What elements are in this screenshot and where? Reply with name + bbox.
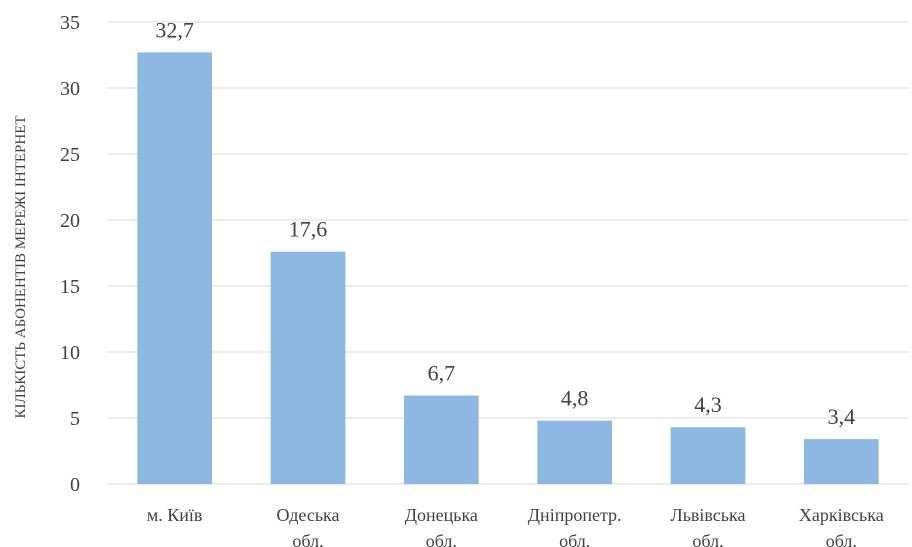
- data-label: 17,6: [289, 217, 328, 242]
- bar: [404, 395, 479, 484]
- y-tick-label: 0: [70, 474, 80, 496]
- data-label: 4,3: [694, 392, 722, 417]
- data-labels: 32,7 17,6 6,7 4,8 4,3 3,4: [155, 17, 855, 429]
- y-tick-label: 5: [70, 408, 80, 430]
- x-category-label: Дніпропетр.: [528, 505, 622, 525]
- x-axis-categories: м. Київ Одеська обл. Донецька обл. Дніпропетр…: [147, 505, 884, 547]
- x-category-label: Донецька: [405, 505, 478, 525]
- x-category-label: обл.: [826, 531, 857, 547]
- data-label: 3,4: [828, 404, 856, 429]
- x-category-label: Одеська: [276, 505, 339, 525]
- x-category-label: Львівська: [671, 505, 746, 525]
- x-category-label: Харківська: [799, 505, 884, 525]
- bar: [670, 427, 746, 484]
- y-axis-ticks: 0 5 10 15 20 25 30 35: [60, 12, 80, 496]
- data-label: 4,8: [561, 386, 589, 411]
- bar: [804, 439, 879, 484]
- bar: [270, 251, 346, 484]
- x-category-label: обл.: [692, 531, 723, 547]
- bar: [137, 52, 212, 485]
- y-tick-label: 30: [60, 78, 80, 100]
- bars: [137, 52, 879, 485]
- y-tick-label: 20: [60, 210, 80, 232]
- x-category-label: м. Київ: [147, 505, 203, 525]
- data-label: 32,7: [155, 17, 194, 42]
- y-tick-label: 25: [60, 144, 80, 166]
- y-axis-label: КІЛЬКІСТЬ АБОНЕНТІВ МЕРЕЖІ ІНТЕРНЕТ: [13, 115, 29, 418]
- y-tick-label: 10: [60, 342, 80, 364]
- y-tick-label: 35: [60, 12, 80, 34]
- gridlines: [108, 21, 908, 485]
- data-label: 6,7: [428, 361, 456, 386]
- x-category-label: обл.: [292, 531, 323, 547]
- y-tick-label: 15: [60, 276, 80, 298]
- x-category-label: обл.: [426, 531, 457, 547]
- x-category-label: обл.: [559, 531, 590, 547]
- bar: [537, 420, 612, 484]
